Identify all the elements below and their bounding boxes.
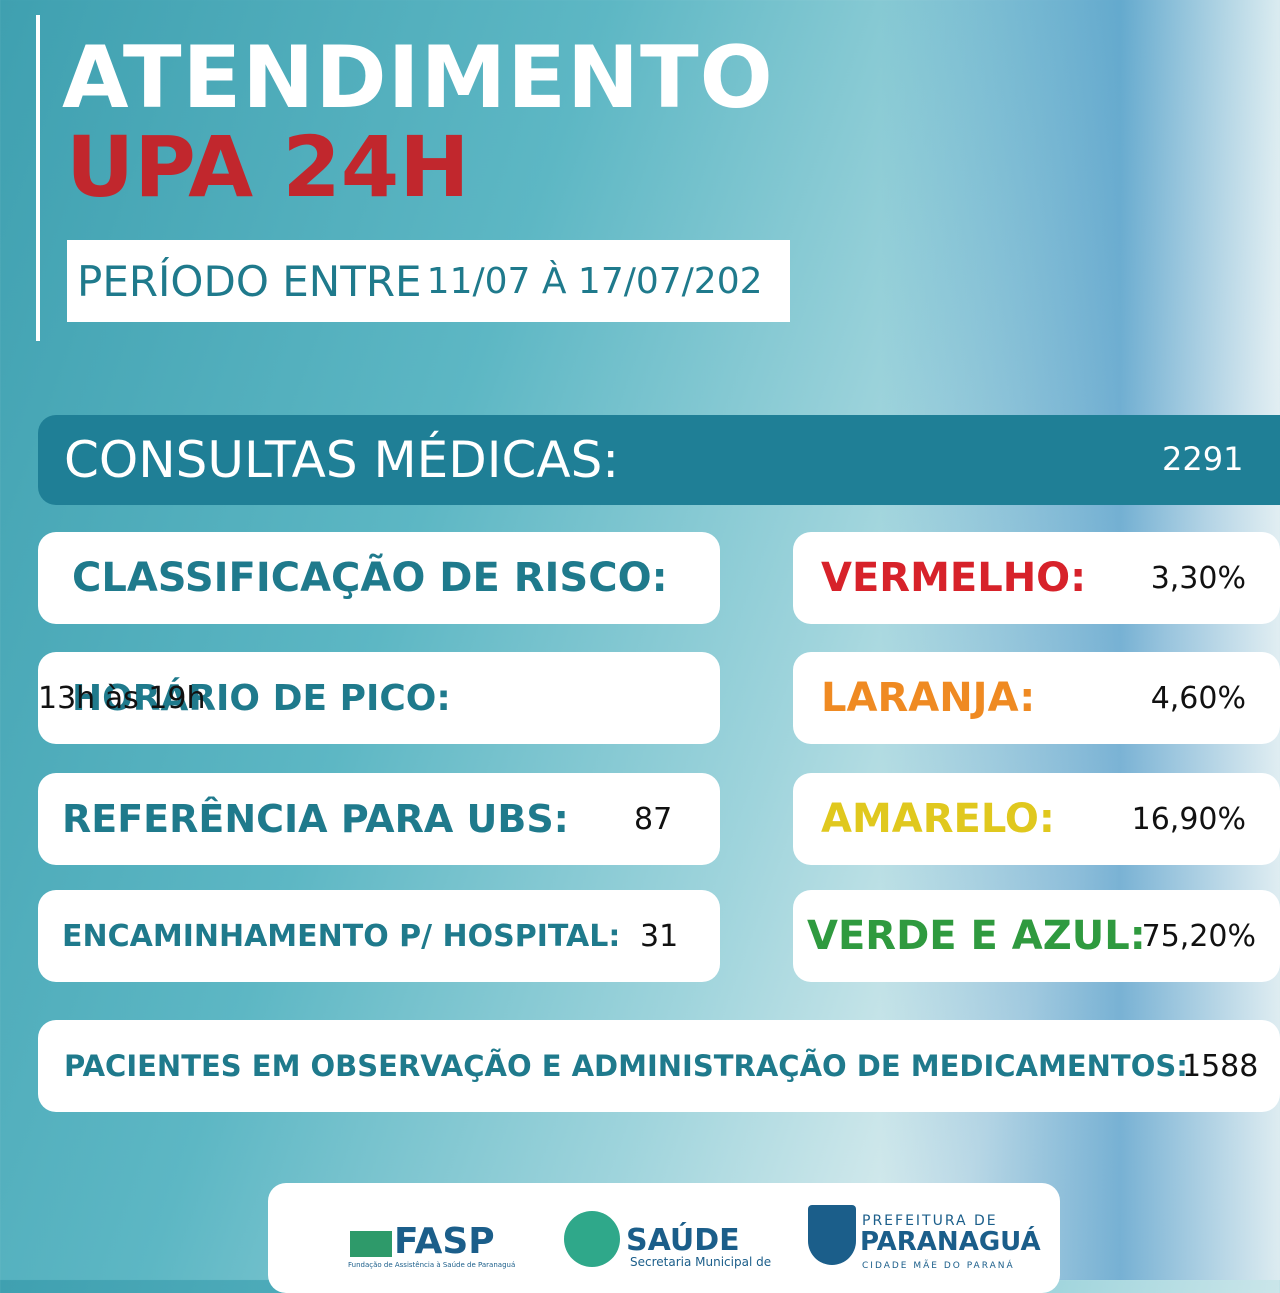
saude-logo: SAÚDE bbox=[626, 1223, 740, 1258]
subtitle: UPA 24H bbox=[66, 118, 470, 216]
left-label: HORÁRIO DE PICO: bbox=[72, 677, 451, 719]
risk-label: LARANJA: bbox=[821, 675, 1036, 721]
risk-label: VERMELHO: bbox=[821, 555, 1087, 601]
pref-crest bbox=[808, 1205, 856, 1265]
left-value: 13h às 19h bbox=[38, 680, 206, 716]
period-dates: 11/07 À 17/07/202 bbox=[426, 260, 763, 302]
consultas-label: CONSULTAS MÉDICAS: bbox=[64, 431, 620, 489]
period-box: PERÍODO ENTRE 11/07 À 17/07/202 bbox=[67, 240, 790, 322]
risk-box: LARANJA: 4,60% bbox=[793, 652, 1280, 744]
consultas-value: 2291 bbox=[1162, 440, 1244, 478]
left-box: ENCAMINHAMENTO P/ HOSPITAL: 31 bbox=[38, 890, 720, 982]
saude-sub: Secretaria Municipal de bbox=[630, 1255, 772, 1269]
left-box: REFERÊNCIA PARA UBS: 87 bbox=[38, 773, 720, 865]
fasp-sub: Fundação de Assistência à Saúde de Paran… bbox=[348, 1261, 516, 1269]
risk-label: AMARELO: bbox=[821, 796, 1055, 842]
risk-box: VERMELHO: 3,30% bbox=[793, 532, 1280, 624]
logo-bar: FASP Fundação de Assistência à Saúde de … bbox=[268, 1183, 1060, 1293]
risk-box: VERDE E AZUL: 75,20% bbox=[793, 890, 1280, 982]
left-value: 31 bbox=[640, 918, 679, 954]
risk-label: VERDE E AZUL: bbox=[807, 913, 1146, 959]
risk-box: AMARELO: 16,90% bbox=[793, 773, 1280, 865]
saude-icon bbox=[564, 1211, 620, 1267]
risk-value: 4,60% bbox=[1150, 680, 1246, 716]
fasp-icon bbox=[350, 1231, 392, 1257]
risk-value: 75,20% bbox=[1141, 918, 1256, 954]
pref-name: PARANAGUÁ bbox=[860, 1227, 1041, 1257]
risk-value: 3,30% bbox=[1150, 560, 1246, 596]
left-box: HORÁRIO DE PICO: 13h às 19h bbox=[38, 652, 720, 744]
left-box: CLASSIFICAÇÃO DE RISCO: bbox=[38, 532, 720, 624]
pref-sub: CIDADE MÃE DO PARANÁ bbox=[862, 1261, 1015, 1271]
observacao-box: PACIENTES EM OBSERVAÇÃO E ADMINISTRAÇÃO … bbox=[38, 1020, 1280, 1112]
left-label: ENCAMINHAMENTO P/ HOSPITAL: bbox=[62, 918, 621, 954]
fasp-logo: FASP bbox=[394, 1221, 495, 1262]
consultas-bar: CONSULTAS MÉDICAS: 2291 bbox=[38, 415, 1280, 505]
observacao-value: 1588 bbox=[1182, 1048, 1259, 1084]
risk-value: 16,90% bbox=[1131, 801, 1246, 837]
left-label: REFERÊNCIA PARA UBS: bbox=[62, 797, 569, 841]
title: ATENDIMENTO bbox=[62, 28, 774, 128]
left-label: CLASSIFICAÇÃO DE RISCO: bbox=[72, 555, 668, 601]
left-value: 87 bbox=[634, 801, 673, 837]
divider bbox=[36, 15, 40, 341]
period-label: PERÍODO ENTRE bbox=[77, 256, 422, 306]
pref-top: PREFEITURA DE bbox=[862, 1213, 998, 1229]
observacao-label: PACIENTES EM OBSERVAÇÃO E ADMINISTRAÇÃO … bbox=[64, 1049, 1188, 1083]
